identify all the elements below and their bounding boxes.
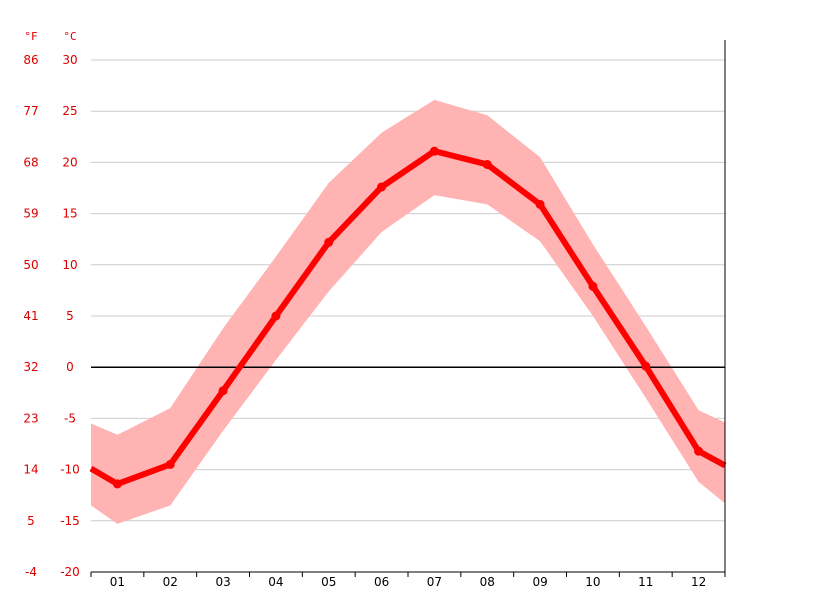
x-tick-label: 09 [532, 575, 547, 589]
y-tick-label-c: 0 [66, 360, 74, 374]
x-tick-label: 02 [163, 575, 178, 589]
y-tick-label-f: 59 [23, 207, 38, 221]
y-tick-label-c: 5 [66, 309, 74, 323]
y-tick-label-f: 50 [23, 258, 38, 272]
y-tick-label-c: -10 [60, 463, 80, 477]
data-point [535, 199, 545, 209]
unit-label-c: °C [63, 30, 76, 43]
y-tick-label-f: 68 [23, 155, 38, 169]
y-tick-label-f: 32 [23, 360, 38, 374]
y-tick-label-f: 5 [27, 514, 35, 528]
temperature-range-band [91, 99, 725, 524]
y-tick-label-c: -15 [60, 514, 80, 528]
y-tick-label-c: 25 [62, 104, 77, 118]
mean-temperature-line [89, 148, 727, 487]
y-tick-label-c: -5 [64, 411, 76, 425]
data-point [165, 459, 175, 469]
axes [90, 40, 726, 577]
x-tick-label: 12 [691, 575, 706, 589]
axis-labels: °F °C 01 02 03 04 05 06 07 08 09 10 11 123086257720… [23, 30, 706, 589]
data-point [271, 311, 281, 321]
y-tick-label-c: 10 [62, 258, 77, 272]
x-tick-label: 10 [585, 575, 600, 589]
x-tick-label: 04 [268, 575, 283, 589]
y-tick-label-c: 15 [62, 207, 77, 221]
data-point [588, 281, 598, 291]
y-tick-label-c: 30 [62, 53, 77, 67]
data-point [694, 446, 704, 456]
x-tick-label: 05 [321, 575, 336, 589]
y-tick-label-f: -4 [25, 565, 37, 579]
y-tick-label-c: -20 [60, 565, 80, 579]
y-tick-label-f: 14 [23, 463, 38, 477]
data-point [641, 361, 651, 371]
x-tick-label: 08 [480, 575, 495, 589]
data-point [482, 159, 492, 169]
x-tick-label: 03 [215, 575, 230, 589]
y-tick-label-f: 77 [23, 104, 38, 118]
data-point [324, 237, 334, 247]
data-point [218, 386, 228, 396]
y-tick-label-f: 23 [23, 411, 38, 425]
x-tick-label: 01 [110, 575, 125, 589]
mean-temperature-series [89, 146, 727, 489]
y-tick-label-c: 20 [62, 155, 77, 169]
data-point [112, 479, 122, 489]
min-max-range-area [91, 99, 725, 524]
y-tick-label-f: 41 [23, 309, 38, 323]
unit-label-f: °F [24, 30, 37, 43]
x-tick-label: 06 [374, 575, 389, 589]
y-tick-label-f: 86 [23, 53, 38, 67]
x-tick-label: 07 [427, 575, 442, 589]
data-point [429, 146, 439, 156]
x-tick-label: 11 [638, 575, 653, 589]
data-point [377, 182, 387, 192]
